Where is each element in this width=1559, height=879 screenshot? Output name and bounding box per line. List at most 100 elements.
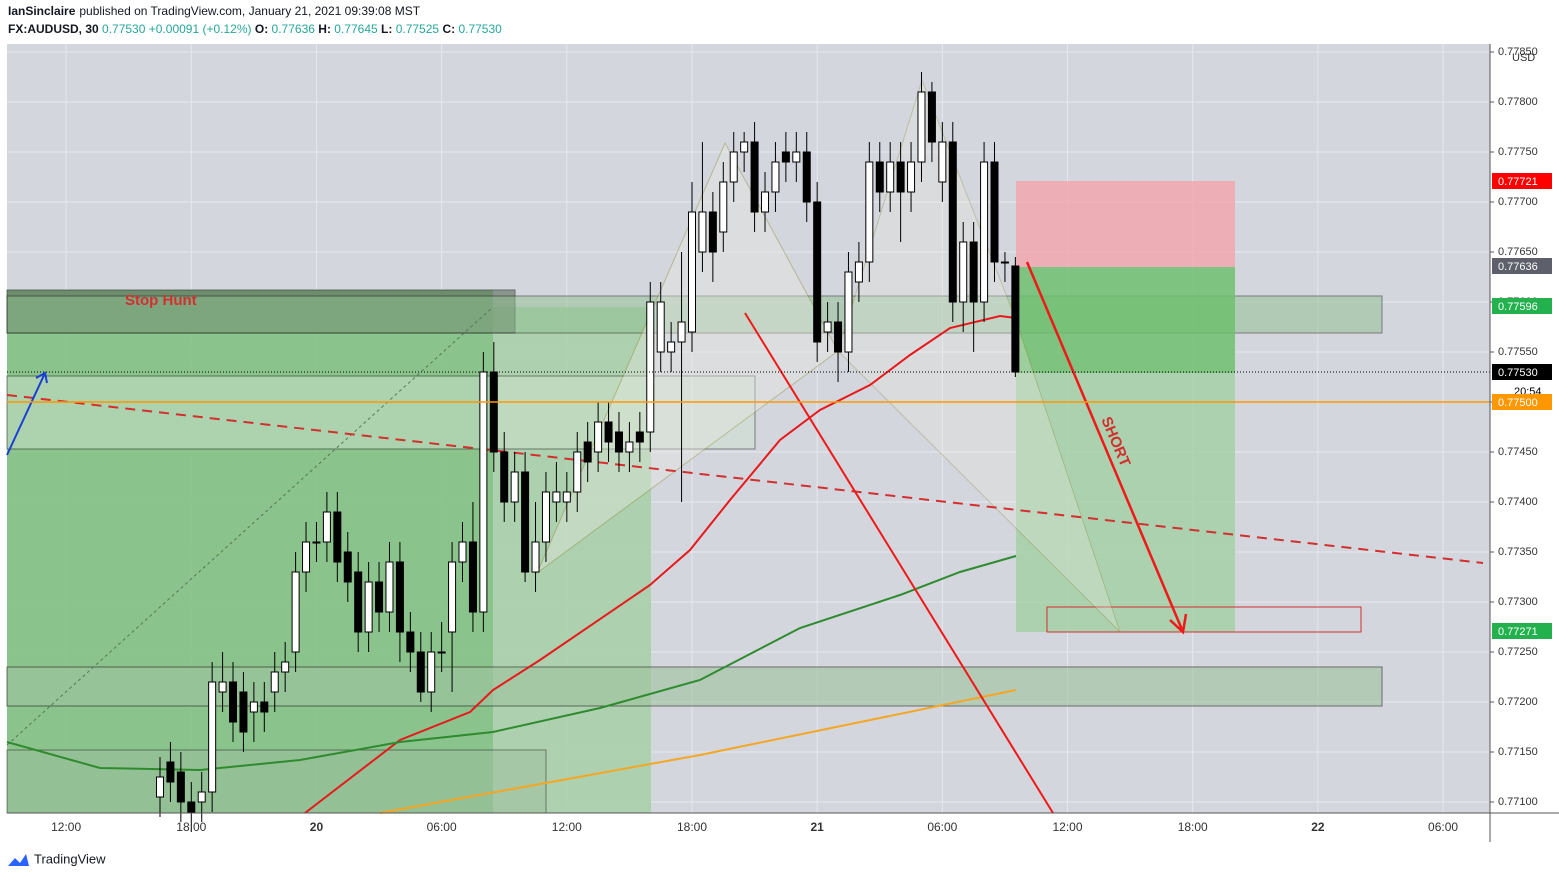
- footer-brand: TradingView: [34, 851, 106, 866]
- candle-body: [343, 551, 352, 583]
- candle-body: [834, 321, 843, 353]
- price-label-box: [1492, 173, 1552, 189]
- ohlc-value: 0.77636: [272, 22, 316, 36]
- candle-body: [562, 491, 571, 503]
- candle-body: [291, 571, 300, 653]
- x-tick-label: 22: [1311, 820, 1325, 834]
- y-tick-label: 0.77250: [1498, 646, 1538, 658]
- profit-zone: [1016, 267, 1235, 373]
- ohlc-value: 0.77525: [396, 22, 440, 36]
- candle-body: [260, 701, 269, 713]
- candle-body: [771, 161, 780, 193]
- candle-body: [813, 201, 822, 343]
- y-tick-label: 0.77550: [1498, 346, 1538, 358]
- candle-body: [625, 441, 634, 453]
- blue-arrow-head: [35, 371, 48, 384]
- candle-body: [208, 681, 217, 793]
- candle-body: [969, 241, 978, 303]
- candle-body: [687, 211, 696, 333]
- candle-body: [708, 211, 717, 253]
- price: 0.77530: [102, 22, 146, 36]
- price-label-box: [1492, 623, 1552, 639]
- symbol-line: FX:AUDUSD, 30 0.77530 +0.00091 (+0.12%) …: [8, 22, 502, 36]
- candle-body: [166, 761, 175, 783]
- y-tick-label: 0.77650: [1498, 246, 1538, 258]
- y-tick-label: 0.77750: [1498, 146, 1538, 158]
- x-tick-label: 06:00: [1428, 820, 1458, 834]
- candle-body: [844, 271, 853, 353]
- moving-average: [379, 689, 1017, 814]
- candle-body: [740, 141, 749, 153]
- x-tick-label: 21: [810, 820, 824, 834]
- ohlc-key: O:: [255, 22, 268, 36]
- candle-body: [938, 141, 947, 183]
- dashed-line: [6, 306, 494, 746]
- candle-body: [510, 471, 519, 503]
- price-label: 0.77636: [1498, 261, 1538, 273]
- candle-body: [416, 651, 425, 693]
- x-tick-label: 18:00: [176, 820, 206, 834]
- candle-body: [437, 651, 446, 654]
- green-zone: [7, 290, 493, 813]
- y-tick-label: 0.77200: [1498, 696, 1538, 708]
- short-arrow: [1025, 261, 1185, 633]
- candle-body: [886, 161, 895, 193]
- candle-body: [948, 141, 957, 303]
- y-tick-label: 0.77800: [1498, 96, 1538, 108]
- price-label-box: [1492, 394, 1552, 410]
- price-label-box: [1492, 364, 1552, 380]
- candle-body: [667, 341, 676, 353]
- candle-body: [750, 141, 759, 213]
- y-tick-label: 0.77400: [1498, 496, 1538, 508]
- candle-body: [781, 151, 790, 163]
- candle-body: [270, 671, 279, 693]
- currency: USD: [1512, 52, 1535, 64]
- candle-body: [573, 451, 582, 493]
- trend-line: [6, 394, 1484, 564]
- y-tick-label: 0.77300: [1498, 596, 1538, 608]
- candle-body: [656, 301, 665, 353]
- candle-body: [698, 211, 707, 253]
- price-label: 0.77596: [1498, 301, 1538, 313]
- x-tick-label: 06:00: [927, 820, 957, 834]
- x-tick-label: 12:00: [552, 820, 582, 834]
- price-label: 0.77530: [1498, 367, 1538, 379]
- ohlc-value: 0.77530: [458, 22, 502, 36]
- candle-body: [197, 791, 206, 803]
- candle-body: [479, 371, 488, 613]
- candle-body: [218, 681, 227, 693]
- candles: [155, 72, 1020, 832]
- candle-body: [677, 321, 686, 343]
- candle-body: [1011, 265, 1020, 373]
- change: +0.00091 (+0.12%): [149, 22, 252, 36]
- harmonic-pattern: [535, 141, 839, 575]
- price-label-box: [1492, 298, 1552, 314]
- blue-arrow: [6, 372, 46, 456]
- candle-body: [802, 151, 811, 203]
- x-tick-label: 12:00: [51, 820, 81, 834]
- x-tick-label: 20: [310, 820, 324, 834]
- candle-body: [959, 241, 968, 303]
- moving-average: [304, 314, 1017, 814]
- candle-body: [980, 161, 989, 303]
- candle-body: [364, 581, 373, 633]
- candle-body: [729, 151, 738, 183]
- candle-body: [865, 161, 874, 263]
- candle-body: [354, 571, 363, 633]
- ohlc-key: H:: [318, 22, 331, 36]
- candle-body: [239, 691, 248, 733]
- candle-body: [552, 491, 561, 503]
- x-tick-label: 18:00: [677, 820, 707, 834]
- brand-logo: [8, 854, 29, 866]
- price-label: 0.77721: [1498, 176, 1538, 188]
- candle-body: [604, 421, 613, 443]
- candle-body: [427, 651, 436, 693]
- candle-body: [176, 771, 185, 803]
- price-label: 0.77271: [1498, 626, 1538, 638]
- zone-box: [6, 749, 547, 814]
- candle-body: [249, 701, 258, 713]
- x-tick-label: 06:00: [427, 820, 457, 834]
- candle-body: [823, 321, 832, 333]
- candle-body: [385, 561, 394, 613]
- ohlc-value: 0.77645: [334, 22, 378, 36]
